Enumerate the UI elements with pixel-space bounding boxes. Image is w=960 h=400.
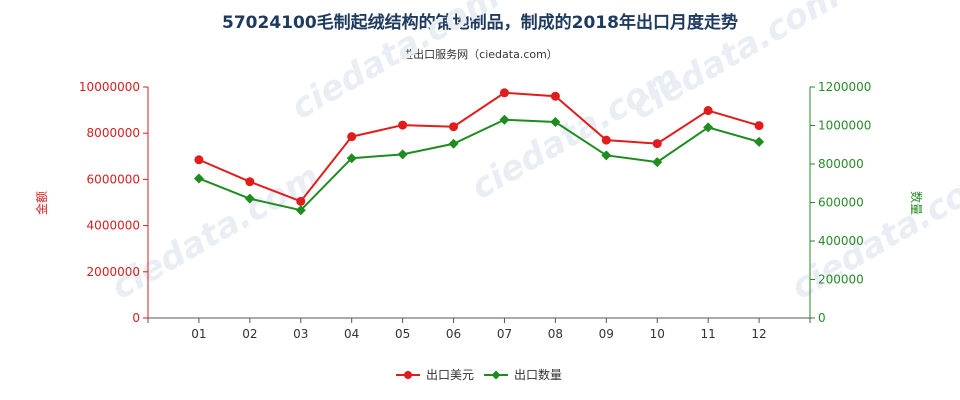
data-point-usd [652,139,662,149]
data-point-usd [347,132,357,142]
data-point-usd [550,91,560,101]
data-point-usd [703,106,713,116]
data-point-usd [245,177,255,187]
data-point-usd [754,121,764,131]
y-tick-label-left: 2000000 [87,265,140,279]
data-point-usd [194,155,204,165]
y-tick-label-right: 200000 [818,273,864,287]
data-point-qty [601,150,612,161]
y-tick-label-left: 10000000 [79,80,140,94]
legend-label: 出口美元 [426,368,474,382]
data-point-usd [601,135,611,145]
legend: 出口美元 出口数量 [396,367,562,382]
data-point-qty [754,136,765,147]
x-tick-label: 12 [751,327,766,341]
data-point-qty [397,149,408,160]
data-point-qty [295,205,306,216]
y-tick-label-left: 0 [132,311,140,325]
series-line-1 [198,91,760,203]
y-tick-label-right: 600000 [818,196,864,210]
x-tick-label: 06 [446,327,461,341]
y-axis-label-right: 数量 [909,191,924,215]
legend-label: 出口数量 [514,367,562,382]
x-tick-label: 10 [650,327,665,341]
y-tick-label-left: 4000000 [87,219,140,233]
data-point-qty [652,157,663,168]
y-tick-label-left: 8000000 [87,126,140,140]
tick-labels: 0200000040000006000000800000010000000020… [79,80,872,341]
x-tick-label: 04 [344,327,359,341]
data-point-usd [296,196,306,206]
data-point-qty [244,193,255,204]
legend-marker [404,371,412,379]
chart-title: 57024100毛制起绒结构的铺地制品，制成的2018年出口月度走势 [222,13,738,33]
x-tick-label: 01 [191,327,206,341]
x-tick-label: 11 [701,327,716,341]
data-point-qty [193,173,204,184]
series-group [193,88,765,216]
y-tick-label-right: 1000000 [818,119,871,133]
data-point-qty [550,117,561,128]
data-point-qty [346,153,357,164]
x-tick-label: 03 [293,327,308,341]
watermark-text: ciedata.com [785,157,960,308]
y-tick-label-right: 1200000 [818,80,871,94]
y-tick-label-right: 800000 [818,157,864,171]
y-axis-label-left: 金额 [34,191,49,215]
x-tick-label: 05 [395,327,410,341]
x-tick-label: 02 [242,327,257,341]
data-point-qty [448,138,459,149]
data-point-usd [398,120,408,130]
x-tick-label: 09 [599,327,614,341]
series-line-2 [198,118,760,212]
y-tick-label-left: 6000000 [87,172,140,186]
x-tick-label: 07 [497,327,512,341]
chart-subtitle: 进出口服务网（ciedata.com） [402,48,558,61]
y-tick-label-right: 0 [818,311,826,325]
data-point-qty [499,114,510,125]
y-tick-label-right: 400000 [818,234,864,248]
data-point-usd [449,122,459,132]
watermark-text: ciedata.com [285,0,507,128]
data-point-usd [499,88,509,98]
x-tick-label: 08 [548,327,563,341]
legend-marker [491,370,501,380]
data-point-qty [703,122,714,133]
watermark: ciedata.comciedata.comciedata.comciedata… [105,0,960,308]
